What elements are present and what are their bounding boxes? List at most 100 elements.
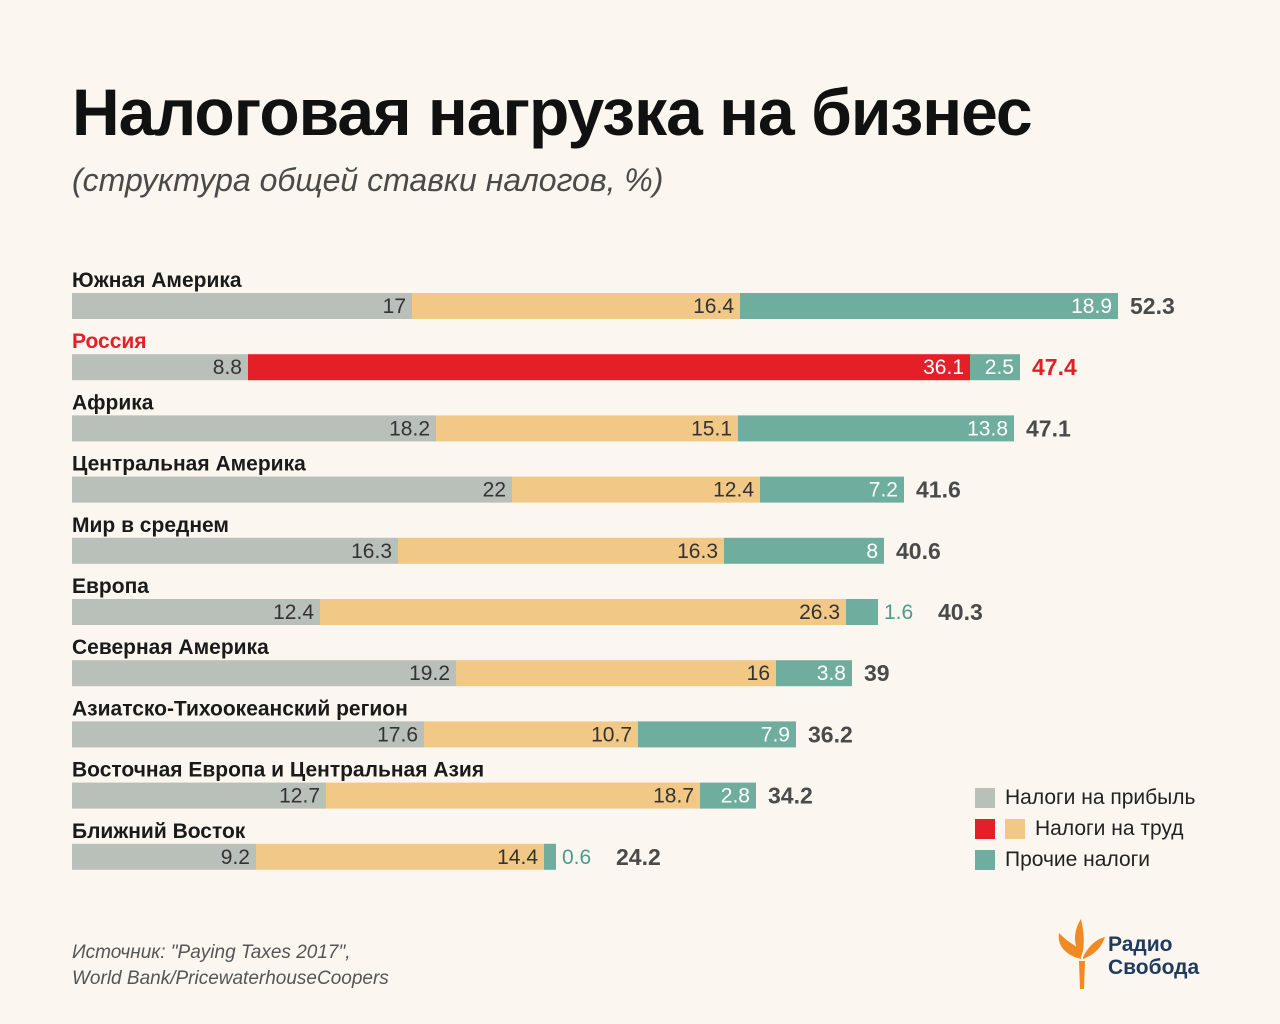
radio-svoboda-logo: Радио Свобода [1055, 915, 1225, 990]
value-label-labor: 18.7 [653, 785, 694, 808]
bar-segment-profit [72, 293, 412, 319]
value-label-labor: 16.3 [677, 540, 718, 563]
total-label: 34.2 [768, 783, 813, 809]
category-label: Южная Америка [72, 269, 242, 292]
value-label-labor: 16 [747, 662, 770, 685]
value-label-other: 0.6 [562, 846, 591, 869]
bar-segment-profit [72, 354, 248, 381]
value-label-labor: 10.7 [591, 723, 632, 746]
value-label-profit: 8.8 [213, 356, 242, 379]
legend-label-labor: Налоги на труд [1035, 817, 1184, 840]
value-label-profit: 12.7 [279, 785, 320, 808]
category-label: Центральная Америка [72, 453, 306, 476]
value-label-profit: 17.6 [377, 723, 418, 746]
bar-segment-labor [248, 354, 970, 381]
category-label: Мир в среднем [72, 514, 229, 537]
bar-segment-other [638, 721, 796, 748]
bar-segment-labor [436, 415, 738, 442]
bar-segment-labor [424, 721, 638, 748]
bar-segment-labor [256, 843, 544, 870]
bar-segment-other [846, 599, 878, 625]
value-label-other: 1.6 [884, 601, 913, 624]
value-label-labor: 26.3 [799, 601, 840, 624]
value-label-labor: 36.1 [923, 356, 964, 379]
legend-swatch-labor [1005, 819, 1025, 839]
value-label-other: 7.9 [761, 723, 790, 746]
value-label-profit: 19.2 [409, 662, 450, 685]
bar-segment-labor [412, 293, 740, 319]
bar-segment-profit [72, 537, 398, 564]
chart-title: Налоговая нагрузка на бизнес [72, 75, 1033, 149]
total-label: 40.3 [938, 599, 983, 625]
legend-label-other: Прочие налоги [1005, 848, 1151, 871]
bar-segment-profit [72, 476, 512, 503]
total-label: 36.2 [808, 721, 853, 747]
value-label-profit: 22 [483, 479, 506, 502]
bar-segment-other [700, 782, 756, 809]
category-label: Северная Америка [72, 636, 269, 659]
value-label-labor: 12.4 [713, 479, 754, 502]
category-label: Восточная Европа и Центральная Азия [72, 759, 484, 782]
bar-segment-other [724, 537, 884, 564]
bar-segment-profit [72, 782, 326, 809]
value-label-profit: 16.3 [351, 540, 392, 563]
value-label-other: 8 [866, 540, 878, 563]
total-label: 41.6 [916, 477, 961, 503]
category-label: Ближний Восток [72, 820, 246, 843]
legend-item-labor: Налоги на труд [975, 816, 1183, 842]
value-label-labor: 15.1 [691, 417, 732, 440]
total-label: 47.4 [1032, 354, 1077, 380]
value-label-other: 13.8 [967, 417, 1008, 440]
logo-text-line-1: Радио [1108, 933, 1173, 956]
source-line-1: Источник: "Paying Taxes 2017", [72, 942, 351, 963]
total-label: 39 [864, 660, 890, 686]
legend-swatch-labor-highlight [975, 819, 995, 839]
source-note: Источник: "Paying Taxes 2017", World Ban… [72, 940, 389, 992]
bar-segment-labor [456, 660, 776, 687]
bar-segment-profit [72, 843, 256, 870]
value-label-profit: 9.2 [221, 846, 250, 869]
torch-flame-icon [1058, 919, 1105, 989]
category-label: Россия [72, 330, 147, 353]
value-label-profit: 17 [383, 295, 406, 318]
bar-segment-other [544, 843, 556, 870]
bar-segment-other [970, 354, 1020, 381]
legend-swatch-other [975, 850, 995, 870]
value-label-other: 3.8 [817, 662, 846, 685]
legend-swatch-profit [975, 788, 995, 808]
value-label-labor: 16.4 [693, 295, 734, 318]
bar-segment-profit [72, 660, 456, 687]
bar-segment-other [776, 660, 852, 687]
value-label-profit: 18.2 [389, 417, 430, 440]
category-label: Азиатско-Тихоокеанский регион [72, 697, 408, 720]
value-label-other: 2.8 [721, 785, 750, 808]
bar-segment-other [738, 415, 1014, 442]
value-label-other: 2.5 [985, 356, 1014, 379]
category-label: Африка [72, 391, 154, 414]
logo-text-line-2: Свобода [1108, 956, 1200, 979]
bar-segment-profit [72, 415, 436, 442]
total-label: 24.2 [616, 844, 661, 870]
bar-segment-other [760, 476, 904, 503]
bar-segment-other [740, 293, 1118, 319]
source-line-2: World Bank/PricewaterhouseCoopers [72, 968, 389, 989]
stacked-bar-chart: Южная Америка 17 16.4 18.9 52.3 Россия 8.8 36.1… [72, 269, 1175, 870]
value-label-other: 18.9 [1071, 295, 1112, 318]
legend-label-profit: Налоги на прибыль [1005, 786, 1196, 809]
bar-segment-labor [326, 782, 700, 809]
total-label: 40.6 [896, 538, 941, 564]
value-label-other: 7.2 [869, 479, 898, 502]
bar-segment-labor [512, 476, 760, 503]
legend-item-profit: Налоги на прибыль [975, 785, 1195, 811]
legend-item-other: Прочие налоги [975, 847, 1150, 873]
total-label: 52.3 [1130, 293, 1175, 319]
category-label: Европа [72, 575, 149, 598]
total-label: 47.1 [1026, 415, 1071, 441]
chart-subtitle: (структура общей ставки налогов, %) [72, 162, 664, 198]
bar-segment-labor [398, 537, 724, 564]
value-label-labor: 14.4 [497, 846, 538, 869]
bar-segment-profit [72, 599, 320, 625]
bar-segment-labor [320, 599, 846, 625]
bar-segment-profit [72, 721, 424, 748]
value-label-profit: 12.4 [273, 601, 314, 624]
